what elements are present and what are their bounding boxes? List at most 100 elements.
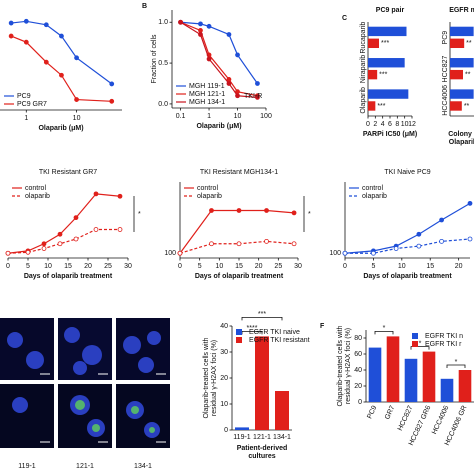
x-tick-label: 15 [426,263,434,270]
data-point [198,21,203,27]
legend-label: MGH 134-1 [189,99,225,106]
foci [75,400,155,433]
series-line [10,35,112,102]
category-label: HCC4006 [442,85,449,116]
data-point [439,217,444,223]
legend-swatch [236,329,242,335]
x-axis-label: Days of olaparib treatment [195,273,284,280]
bar [458,370,472,402]
y-tick-label: 100 [329,250,341,257]
y-axis-label: residual γ-H2AX foci (%) [345,328,352,404]
sig-bracket [446,364,466,368]
data-point [59,33,64,39]
data-point [93,227,99,232]
data-point [264,238,269,244]
data-point [41,246,47,251]
data-point [117,227,123,232]
data-point [57,231,63,237]
y-tick-label: 20 [220,375,228,382]
data-point [109,98,115,104]
bar [440,378,454,402]
chart-title: PC9 pair [376,7,405,14]
y-tick-label: 0.0 [158,101,168,108]
series-line [180,21,258,84]
data-point [209,208,214,213]
x-axis-label: Olaparib [449,139,474,146]
x-tick-label: 10 [73,115,81,122]
data-point [43,22,49,28]
legend-label: MGH 119-1 [189,83,225,90]
series-line [180,21,258,97]
y-tick-label: 0 [224,427,228,434]
legend-label: EGFR TKI n [425,333,463,340]
chart-title: TKI Naive PC9 [384,169,430,176]
series-line [11,20,113,85]
data-point [236,208,242,213]
bar [368,101,376,111]
micrograph [0,384,54,448]
image-label: 119-1 [18,463,35,470]
y-tick-label: 20 [354,383,362,390]
bar [368,38,379,49]
bar [255,336,269,430]
data-point [57,241,63,247]
significance: ** [466,40,472,47]
data-point [206,23,212,29]
x-tick-label: 100 [260,113,272,120]
series-line [7,228,120,254]
y-tick-label: 40 [354,367,362,374]
x-tick-label: 20 [455,263,463,270]
x-tick-label: 121-1 [253,434,271,441]
micrograph [116,384,170,448]
x-tick-label: 119-1 [233,434,250,441]
sig-bracket [241,317,283,321]
x-tick-label: 1 [24,115,28,122]
data-point [8,20,14,26]
legend-label: EGFR TKI r [425,341,462,348]
sig-bracket [410,346,430,350]
data-point [236,241,242,247]
x-tick-label: 5 [26,263,30,270]
y-axis-label: Olaparib-treated cells with [203,337,210,418]
category-label: Rucaparib [360,22,367,54]
category-label: HCC827 [442,55,449,82]
significance: * [419,340,422,347]
data-point [198,32,203,37]
panel-letter: B [142,3,147,10]
data-point [5,250,11,256]
x-tick-label: 12 [408,121,416,128]
y-tick-label: 40 [220,323,228,330]
panel-letter: F [320,323,325,330]
x-axis-label: Colony s [448,131,474,138]
legend-label: olaparib [197,193,222,200]
image-label: 121-1 [76,463,94,470]
series-line [345,238,471,254]
x-tick-label: 5 [371,263,375,270]
data-point [93,191,99,197]
x-axis-label: PARPi IC50 (μM) [363,131,417,138]
x-tick-label: 6 [388,121,392,128]
y-tick-label: 0 [358,399,362,406]
category-label: Olaparib [360,87,367,114]
y-tick-label: 60 [354,351,362,358]
data-point [342,250,348,256]
x-tick-label: 0 [366,121,370,128]
bar [450,89,474,99]
image-label: 134-1 [134,463,152,470]
x-tick-label: 25 [274,263,282,270]
legend-swatch [412,341,418,347]
x-tick-label: 134-1 [273,434,291,441]
annotation: TKI-R [244,93,262,100]
y-axis-label: Fraction of cells [151,34,158,84]
data-point [439,238,444,244]
series-line [179,209,295,254]
y-tick-label: 0.5 [158,60,168,67]
x-tick-label: 10 [401,121,409,128]
bar [386,336,400,402]
legend-label: olaparib [25,193,50,200]
x-tick-label: GR7 [384,405,396,421]
data-point [74,97,79,102]
bar [450,26,474,37]
x-tick-label: 0.1 [176,113,186,120]
y-tick-label: 80 [354,335,362,342]
